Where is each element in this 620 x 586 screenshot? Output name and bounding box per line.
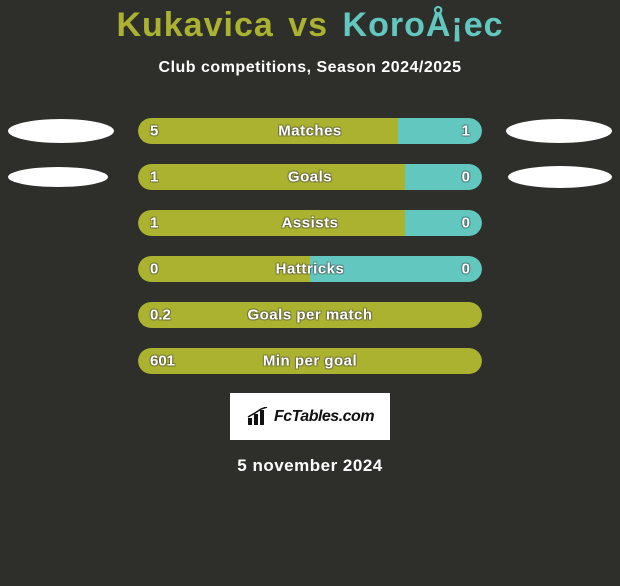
fctables-logo: FcTables.com (230, 393, 390, 440)
player2-value: 0 (462, 261, 470, 278)
bar-track: 601 Min per goal (138, 348, 482, 374)
stat-row: 601 Min per goal (0, 347, 620, 375)
date-label: 5 november 2024 (0, 456, 620, 476)
stat-name: Assists (282, 215, 339, 232)
player1-value: 1 (150, 169, 158, 186)
player2-ellipse (506, 119, 612, 143)
bar-track: 1 0 Goals (138, 164, 482, 190)
stat-row: 1 0 Goals (0, 163, 620, 191)
player2-name: KoroÅ¡ec (343, 6, 504, 44)
stat-name: Matches (278, 123, 342, 140)
player1-value: 0 (150, 261, 158, 278)
stat-name: Min per goal (263, 353, 357, 370)
stat-row: 5 1 Matches (0, 117, 620, 145)
player1-ellipse (8, 119, 114, 143)
player2-value: 0 (462, 169, 470, 186)
player1-value: 0.2 (150, 307, 171, 324)
bar-chart-icon (246, 407, 272, 427)
player2-value: 1 (462, 123, 470, 140)
player2-bar (405, 164, 482, 190)
stat-name: Goals per match (247, 307, 372, 324)
bar-track: 5 1 Matches (138, 118, 482, 144)
comparison-title: Kukavica vs KoroÅ¡ec (0, 6, 620, 45)
stat-row: 1 0 Assists (0, 209, 620, 237)
player2-value: 0 (462, 215, 470, 232)
stats-chart: 5 1 Matches 1 0 Goals 1 0 Assists 0 0 Hattricks 0.2 G… (0, 117, 620, 375)
player1-value: 1 (150, 215, 158, 232)
player1-value: 601 (150, 353, 175, 370)
player1-bar (138, 164, 405, 190)
player2-bar (405, 210, 482, 236)
bar-track: 1 0 Assists (138, 210, 482, 236)
stat-row: 0 0 Hattricks (0, 255, 620, 283)
vs-label: vs (288, 6, 328, 44)
player1-name: Kukavica (116, 6, 273, 44)
player1-ellipse (8, 167, 108, 187)
stat-row: 0.2 Goals per match (0, 301, 620, 329)
player1-bar (138, 118, 398, 144)
bar-track: 0.2 Goals per match (138, 302, 482, 328)
stat-name: Goals (288, 169, 332, 186)
bar-track: 0 0 Hattricks (138, 256, 482, 282)
player2-ellipse (508, 166, 612, 188)
stat-name: Hattricks (276, 261, 345, 278)
player1-value: 5 (150, 123, 158, 140)
player1-bar (138, 210, 405, 236)
subtitle: Club competitions, Season 2024/2025 (0, 59, 620, 77)
logo-text: FcTables.com (274, 408, 374, 426)
